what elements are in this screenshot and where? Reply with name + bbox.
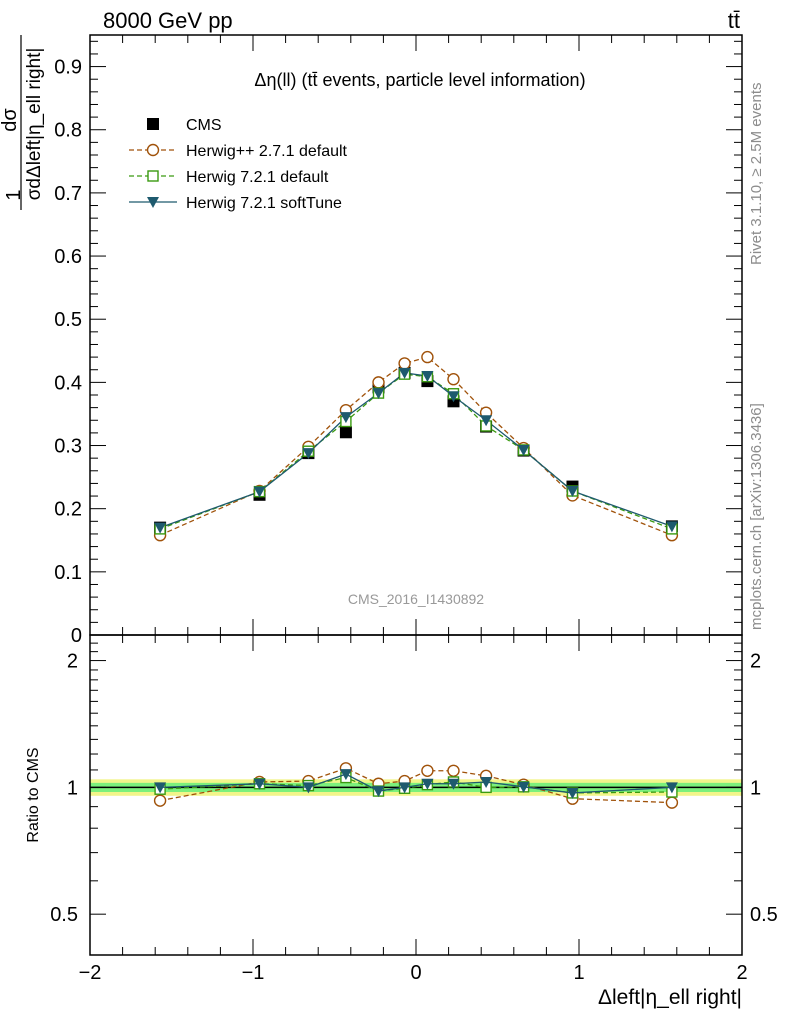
mc-point [447, 391, 460, 403]
mc-point [339, 412, 352, 424]
ratio-point [480, 776, 493, 788]
ratio-point [153, 794, 167, 807]
ratio-point [447, 764, 460, 777]
series-markers-1 [153, 350, 679, 542]
ratio-point [447, 778, 460, 790]
x-tick-label: −2 [79, 962, 102, 984]
legend-marker [147, 197, 159, 208]
ratio-series-line [159, 767, 672, 804]
mc-point [517, 444, 530, 456]
mc-point [566, 486, 579, 497]
series-markers-2 [154, 368, 678, 535]
legend-marker [146, 143, 160, 157]
series-line [159, 356, 673, 536]
ratio-panel: −2 −1 0 1 2 0.5 0.5 1 1 2 2 Ratio to CMS [25, 634, 778, 984]
mc-point [372, 388, 385, 400]
main-plot-content [153, 350, 679, 542]
y-tick-label: 0.1 [54, 562, 82, 584]
ratio-point [421, 764, 434, 777]
legend: CMS Herwig++ 2.7.1 default Herwig 7.2.1 de… [129, 117, 348, 212]
x-tick-label: 0 [410, 962, 421, 984]
x-tick-label: −1 [242, 962, 265, 984]
ratio-point [398, 782, 411, 794]
ratio-axes: −2 −1 0 1 2 0.5 0.5 1 1 2 2 [50, 635, 778, 984]
mc-point [398, 357, 411, 370]
y-tick-label: 0.3 [54, 436, 82, 458]
mc-point [421, 371, 434, 383]
ratio-point [665, 782, 678, 794]
ratio-point [566, 787, 579, 799]
ratio-point [517, 781, 530, 793]
ratio-point [421, 778, 434, 790]
ratio-series-line [160, 773, 672, 794]
main-ylabel: 1 dσ σdΔleft|η_ell right| [0, 35, 45, 210]
legend-label: Herwig++ 2.7.1 default [186, 143, 348, 160]
mc-point [253, 486, 266, 498]
ylabel-numerator: 1 [3, 189, 25, 200]
legend-entry: CMS [147, 117, 222, 134]
legend-label: Herwig 7.2.1 softTune [186, 195, 342, 212]
legend-label: Herwig 7.2.1 default [186, 169, 329, 186]
ratio-point [253, 778, 266, 790]
mcplots-label: mcplots.cern.ch [arXiv:1306.3436] [748, 403, 765, 630]
series-2 [159, 373, 673, 530]
mc-point [421, 350, 434, 364]
y-tick-label: 0 [71, 625, 82, 647]
ratio-point [339, 769, 352, 781]
ylabel-fraction-bottom: σdΔleft|η_ell right| [24, 48, 45, 201]
y-tick-label: 0.6 [54, 246, 82, 268]
y-tick-label: 0.4 [54, 372, 82, 394]
ratio-y-tick-label: 1 [67, 777, 78, 799]
series-markers-3 [154, 367, 678, 534]
legend-label: CMS [186, 117, 222, 134]
legend-marker [147, 170, 159, 182]
series-data-0 [154, 366, 678, 534]
energy-label: 8000 GeV pp [103, 8, 233, 33]
x-tick-label: 1 [573, 962, 584, 984]
ratio-point [154, 782, 167, 794]
legend-entry: Herwig 7.2.1 default [129, 169, 329, 186]
series-1 [159, 356, 673, 536]
main-panel: 0 0.1 0.2 0.3 0.4 0.5 0.6 0.7 0.8 0.9 Δη(ll) (tt̄… [54, 34, 743, 647]
y-tick-label: 0.2 [54, 499, 82, 521]
data-point [339, 426, 352, 439]
ratio-y-tick-label: 0.5 [50, 904, 78, 926]
mc-point [447, 373, 460, 386]
ratio-point [665, 796, 679, 809]
series-line [159, 373, 673, 530]
watermark: CMS_2016_I1430892 [348, 591, 484, 607]
rivet-label: Rivet 3.1.10, ≥ 2.5M events [748, 83, 765, 266]
mc-point [302, 448, 315, 460]
ylabel-fraction-top: dσ [0, 108, 21, 132]
ratio-point [372, 786, 385, 798]
mc-point [480, 415, 493, 427]
mc-point [665, 521, 678, 533]
x-axis-label: Δleft|η_ell right| [598, 986, 742, 1009]
mc-point [154, 522, 167, 534]
ratio-plot-content [90, 762, 742, 809]
series-line [159, 372, 673, 529]
ratio-y-tick-label-right: 0.5 [750, 904, 778, 926]
y-tick-label: 0.5 [54, 309, 82, 331]
ratio-y-tick-label-right: 2 [750, 651, 761, 673]
mc-point [398, 367, 411, 379]
ratio-y-tick-label-right: 1 [750, 777, 761, 799]
x-tick-label: 2 [736, 962, 747, 984]
y-tick-label: 0.8 [54, 120, 82, 142]
ratio-ylabel: Ratio to CMS [25, 747, 42, 842]
y-tick-label: 0.9 [54, 57, 82, 79]
process-label: tt̄ [728, 8, 740, 33]
legend-entry: Herwig 7.2.1 softTune [129, 195, 342, 212]
mc-point [372, 376, 385, 389]
chart-title: Δη(ll) (tt̄ events, particle level infor… [254, 70, 585, 90]
ratio-point [302, 782, 315, 794]
ratio-series-2 [154, 769, 678, 799]
legend-entry: Herwig++ 2.7.1 default [129, 143, 348, 160]
legend-marker [147, 118, 159, 130]
series-3 [159, 372, 673, 529]
ratio-y-tick-label: 2 [67, 651, 78, 673]
y-tick-label: 0.7 [54, 183, 82, 205]
